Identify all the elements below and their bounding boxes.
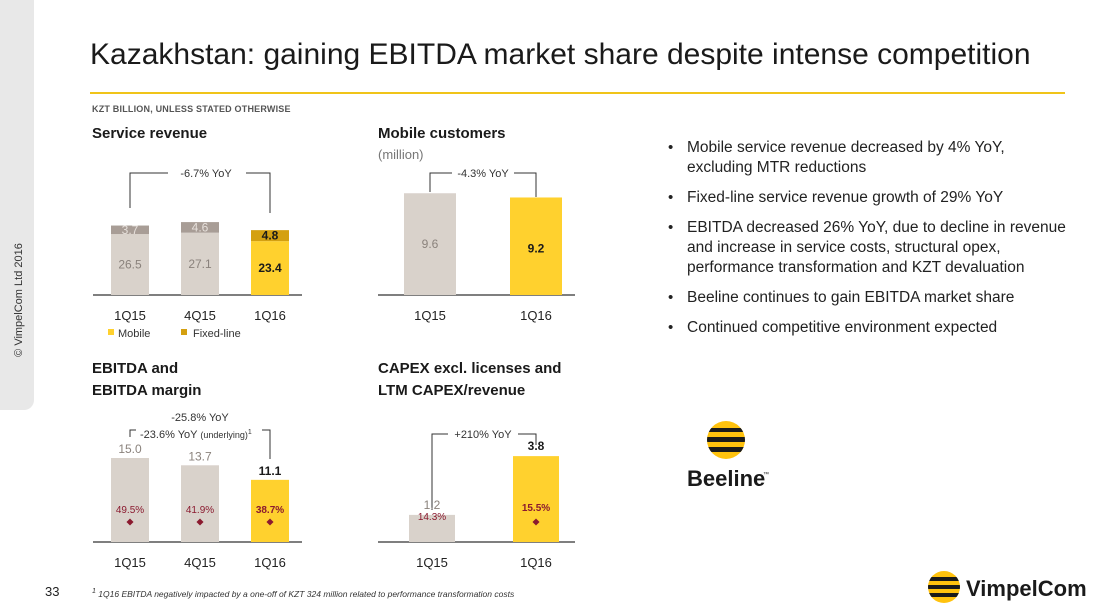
vimpelcom-logo: VimpelCom: [928, 571, 1087, 603]
beeline-wordmark: Beeline: [687, 466, 765, 491]
cust-label-1Q15: 9.6: [422, 237, 439, 251]
svc-bar-mobile-1Q15: [111, 234, 149, 295]
svc-label-mobile-1Q15: 26.5: [118, 258, 142, 272]
ebitda-margin-marker-1Q15: [126, 518, 134, 526]
cust-label-1Q16: 9.2: [528, 241, 545, 255]
service-revenue-title: Service revenue: [92, 125, 208, 142]
svc-bar-mobile-1Q16: [251, 241, 289, 295]
ebitda-value-1Q15: 15.0: [118, 442, 142, 456]
svc-label-mobile-4Q15: 27.1: [188, 257, 212, 271]
cust-bracket-left: [429, 172, 452, 192]
vimpelcom-logo-icon: [928, 571, 960, 603]
page-number: 33: [45, 584, 60, 599]
capex-value-1Q15: 1.2: [424, 498, 441, 512]
mobile-customers-subtitle: (million): [378, 147, 424, 162]
legend-fixed-swatch: [181, 329, 187, 335]
bullet-2: Fixed-line service revenue growth of 29%…: [668, 188, 1068, 208]
svc-bar-fixed-1Q16: [251, 230, 289, 242]
cust-bar-1Q15: [404, 193, 456, 295]
side-tab: [0, 0, 34, 410]
service-yoy-label: -6.7% YoY: [180, 168, 232, 180]
capex-value-1Q16: 3.8: [528, 439, 545, 453]
svc-label-mobile-1Q16: 23.4: [258, 261, 282, 275]
capex-title: CAPEX excl. licenses and LTM CAPEX/reven…: [378, 358, 561, 402]
cust-cat-1Q15: 1Q15: [414, 308, 446, 323]
capex-yoy-label: +210% YoY: [454, 429, 512, 441]
yoy-bracket-right: [246, 172, 271, 213]
ebitda-yoy-label: -25.8% YoY: [171, 412, 229, 424]
mobile-customers-title: Mobile customers: [378, 125, 506, 142]
cust-bracket-right: [514, 172, 537, 197]
capex-bracket-left: [431, 433, 448, 510]
ebitda-title: EBITDA and EBITDA margin: [92, 358, 201, 402]
capex-cat-1Q15: 1Q15: [416, 555, 448, 570]
ebitda-cat-1Q15: 1Q15: [114, 555, 146, 570]
cust-yoy-label: -4.3% YoY: [457, 168, 509, 180]
beeline-tm: ™: [763, 471, 769, 478]
svc-label-fixed-1Q15: 3.7: [122, 223, 139, 237]
beeline-logo-icon: [707, 421, 745, 459]
legend-fixed-label: Fixed-line: [193, 328, 241, 340]
ebitda-bar-1Q15: [111, 458, 149, 542]
svc-bar-mobile-4Q15: [181, 232, 219, 295]
ebitda-margin-label-1Q15: 49.5%: [116, 505, 144, 516]
ebitda-cat-1Q16: 1Q16: [254, 555, 286, 570]
bullet-4: Beeline continues to gain EBITDA market …: [668, 288, 1068, 308]
cust-bar-1Q16: [510, 197, 562, 295]
cust-cat-1Q16: 1Q16: [520, 308, 552, 323]
ebitda-value-1Q16: 11.1: [259, 464, 282, 478]
svc-label-fixed-4Q15: 4.6: [192, 220, 209, 234]
ebitda-margin-label-1Q16: 38.7%: [256, 505, 284, 516]
ebitda-title-line2: EBITDA margin: [92, 382, 202, 399]
key-points-list: Mobile service revenue decreased by 4% Y…: [668, 138, 1068, 348]
svc-bar-fixed-1Q15: [111, 225, 149, 235]
legend-mobile-swatch: [108, 329, 114, 335]
title-rule: [90, 92, 1065, 94]
bullet-1: Mobile service revenue decreased by 4% Y…: [668, 138, 1068, 178]
footnote-marker: 1: [92, 587, 96, 595]
svc-bar-fixed-4Q15: [181, 222, 219, 233]
ebitda-margin-marker-4Q15: [196, 518, 204, 526]
capex-bar-1Q15: [409, 514, 455, 542]
capex-ratio-marker-1Q16: [532, 518, 540, 526]
capex-ratio-label-1Q15: 14.3%: [418, 512, 446, 523]
ebitda-title-line1: EBITDA and: [92, 360, 179, 377]
page-title: Kazakhstan: gaining EBITDA market share …: [90, 38, 1031, 71]
svc-cat-1Q15: 1Q15: [114, 308, 146, 323]
svc-cat-4Q15: 4Q15: [184, 308, 216, 323]
ebitda-bracket-right: [262, 429, 271, 459]
svc-cat-1Q16: 1Q16: [254, 308, 286, 323]
vimpelcom-wordmark: VimpelCom: [966, 576, 1087, 601]
footnote: 1 1Q16 EBITDA negatively impacted by a o…: [92, 587, 514, 599]
capex-title-line1: CAPEX excl. licenses and: [378, 360, 562, 377]
ebitda-value-4Q15: 13.7: [188, 449, 212, 463]
ebitda-margin-marker-1Q16: [266, 518, 274, 526]
bullet-5: Continued competitive environment expect…: [668, 318, 1068, 338]
capex-ratio-label-1Q16: 15.5%: [522, 503, 550, 514]
footnote-text: 1Q16 EBITDA negatively impacted by a one…: [95, 588, 515, 599]
capex-bracket-right: [518, 433, 537, 445]
legend-mobile-label: Mobile: [118, 328, 150, 340]
ebitda-margin-label-4Q15: 41.9%: [186, 505, 214, 516]
ebitda-bar-1Q16: [251, 479, 289, 542]
capex-title-line2: LTM CAPEX/revenue: [378, 382, 526, 399]
beeline-logo: Beeline ™: [687, 421, 769, 491]
bullet-3: EBITDA decreased 26% YoY, due to decline…: [668, 218, 1068, 278]
units-subtitle: KZT BILLION, UNLESS STATED OTHERWISE: [92, 104, 291, 114]
capex-bar-1Q16: [513, 456, 559, 542]
capex-cat-1Q16: 1Q16: [520, 555, 552, 570]
ebitda-underlying-label: -23.6% YoY (underlying)1: [140, 429, 252, 441]
svc-label-fixed-1Q16: 4.8: [262, 229, 279, 243]
ebitda-cat-4Q15: 4Q15: [184, 555, 216, 570]
ebitda-bar-4Q15: [181, 465, 219, 542]
ebitda-bracket-left: [129, 429, 136, 437]
yoy-bracket-left: [129, 172, 168, 208]
